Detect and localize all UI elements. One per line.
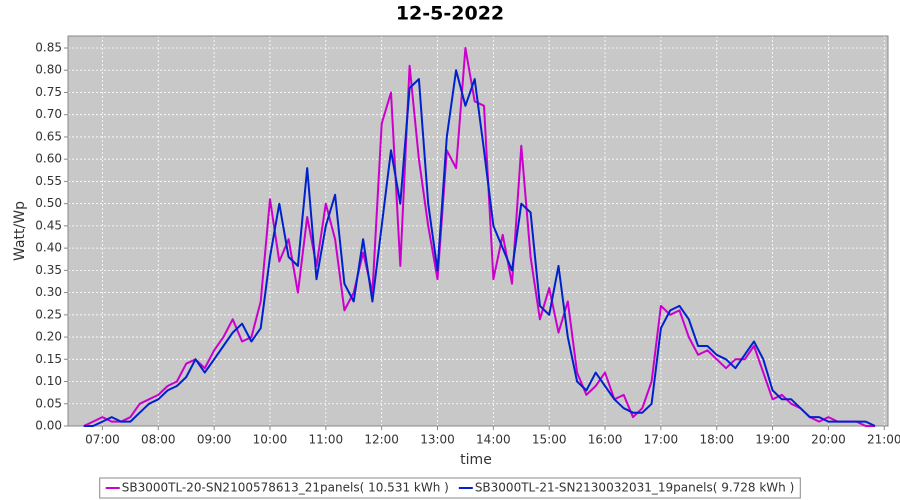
series-line [83, 47, 875, 427]
x-tick-label: 11:00 [309, 433, 344, 447]
y-tick-label: 0.80 [35, 63, 62, 77]
x-tick-label: 18:00 [699, 433, 734, 447]
y-tick-label: 0.55 [35, 174, 62, 188]
plot-border [67, 35, 889, 427]
y-tick-label: 0.60 [35, 152, 62, 166]
y-tick-label: 0.15 [35, 352, 62, 366]
y-axis-label: Watt/Wp [12, 201, 28, 261]
x-tick-label: 12:00 [364, 433, 399, 447]
x-axis-label: time [460, 452, 492, 468]
x-tick-label: 21:00 [867, 433, 900, 447]
x-tick-label: 13:00 [420, 433, 455, 447]
legend-label: SB3000TL-21-SN2130032031_19panels( 9.728… [475, 481, 794, 495]
y-tick-label: 0.25 [35, 307, 62, 321]
chart-title: 12-5-2022 [396, 3, 504, 25]
y-tick-label: 0.35 [35, 263, 62, 277]
y-tick-label: 0.20 [35, 330, 62, 344]
y-tick-label: 0.75 [35, 85, 62, 99]
x-tick-label: 17:00 [644, 433, 679, 447]
x-tick-label: 10:00 [253, 433, 288, 447]
legend: SB3000TL-20-SN2100578613_21panels( 10.53… [99, 477, 801, 499]
series-line [83, 69, 876, 427]
y-tick-label: 0.30 [35, 285, 62, 299]
y-tick-label: 0.85 [35, 41, 62, 55]
y-tick-label: 0.50 [35, 196, 62, 210]
y-tick-label: 0.70 [35, 107, 62, 121]
x-tick-label: 09:00 [197, 433, 232, 447]
x-tick-label: 07:00 [85, 433, 120, 447]
y-tick-label: 0.65 [35, 129, 62, 143]
x-tick-label: 15:00 [532, 433, 567, 447]
y-tick-label: 0.40 [35, 241, 62, 255]
y-tick-label: 0.45 [35, 218, 62, 232]
legend-label: SB3000TL-20-SN2100578613_21panels( 10.53… [122, 481, 449, 495]
x-tick-label: 08:00 [141, 433, 176, 447]
x-tick-label: 14:00 [476, 433, 511, 447]
y-tick-label: 0.05 [35, 396, 62, 410]
x-tick-label: 16:00 [588, 433, 623, 447]
x-tick-label: 20:00 [811, 433, 846, 447]
legend-box [99, 477, 801, 499]
y-tick-label: 0.00 [35, 419, 62, 433]
x-tick-label: 19:00 [755, 433, 790, 447]
y-tick-label: 0.10 [35, 374, 62, 388]
